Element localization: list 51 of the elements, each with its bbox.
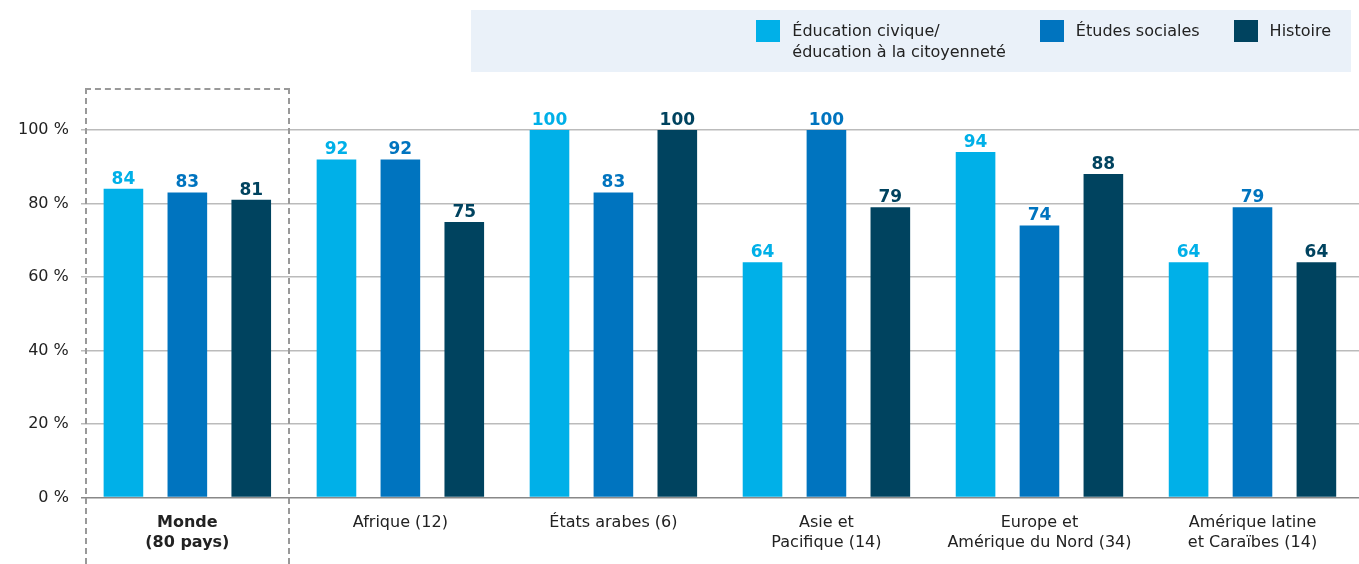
legend-label: Histoire — [1269, 20, 1331, 41]
data-label: 100 — [659, 108, 696, 129]
bar — [1019, 225, 1060, 497]
bar — [1232, 207, 1273, 497]
bar — [380, 159, 421, 497]
bar — [231, 199, 272, 497]
data-label: 74 — [1027, 204, 1052, 225]
x-tick-label: États arabes (6) — [549, 512, 678, 532]
y-tick-label: 40 % — [28, 339, 69, 359]
data-label: 64 — [1304, 241, 1329, 262]
data-label: 100 — [808, 108, 845, 129]
x-tick-label: Asie et Pacifique (14) — [771, 512, 882, 551]
bar — [316, 159, 357, 497]
bar — [870, 207, 911, 497]
data-label: 84 — [111, 167, 136, 188]
bar — [1296, 262, 1337, 497]
data-label: 88 — [1091, 153, 1116, 174]
bar — [103, 188, 144, 497]
data-label: 64 — [750, 241, 775, 262]
y-tick-label: 0 % — [38, 486, 69, 506]
data-label: 64 — [1176, 241, 1201, 262]
bar — [529, 130, 570, 497]
bar — [593, 192, 634, 497]
x-tick-label: Monde (80 pays) — [145, 512, 230, 551]
bar — [742, 262, 783, 497]
legend-label: Études sociales — [1075, 20, 1200, 41]
legend-label: Éducation civique/ éducation à la citoyenneté — [792, 20, 1006, 62]
data-label: 75 — [452, 200, 477, 221]
data-label: 100 — [531, 108, 568, 129]
bar — [167, 192, 208, 497]
y-tick-label: 80 % — [28, 192, 69, 212]
bar — [1083, 174, 1124, 497]
bar — [806, 130, 847, 497]
y-tick-label: 100 % — [18, 119, 69, 139]
data-label: 94 — [963, 130, 988, 151]
bar — [955, 152, 996, 497]
y-tick-label: 20 % — [28, 413, 69, 433]
data-label: 92 — [388, 138, 413, 159]
bar — [657, 130, 698, 497]
data-label: 83 — [175, 171, 200, 192]
data-label: 81 — [239, 178, 264, 199]
x-tick-label: Afrique (12) — [352, 512, 448, 532]
data-label: 79 — [1240, 186, 1265, 207]
bar — [444, 221, 485, 497]
bar — [1168, 262, 1209, 497]
data-label: 83 — [601, 171, 626, 192]
data-label: 92 — [324, 138, 349, 159]
data-label: 79 — [878, 186, 903, 207]
x-tick-label: Europe et Amérique du Nord (34) — [947, 512, 1132, 551]
y-tick-label: 60 % — [28, 266, 69, 286]
x-tick-label: Amérique latine et Caraïbes (14) — [1187, 512, 1318, 551]
